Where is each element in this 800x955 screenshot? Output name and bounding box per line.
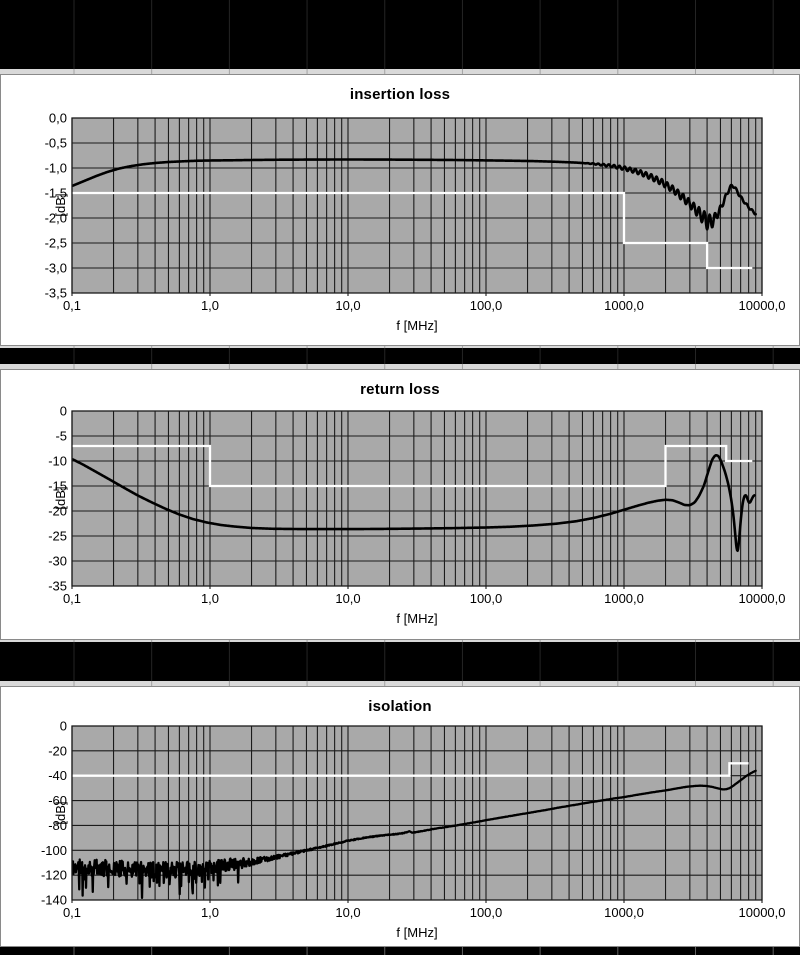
x-tick-label: 0,1 <box>63 591 81 606</box>
x-tick-label: 10000,0 <box>739 591 786 606</box>
isolation-panel: isolation [dB] 0,1 1,0 10,0 100,0 1000,0 1000… <box>0 686 800 947</box>
insertion-loss-panel: insertion loss [dB] 0,1 1,0 10,0 100,0 1000,… <box>0 74 800 346</box>
x-axis-label: f [MHz] <box>396 318 437 333</box>
x-axis-label: f [MHz] <box>396 611 437 626</box>
sheet-gap-1 <box>0 346 800 348</box>
y-tick-label: -25 <box>48 529 67 544</box>
sheet-row-strip-2 <box>0 364 800 369</box>
y-tick-label: 0 <box>60 719 67 734</box>
axis-labels: 0,1 1,0 10,0 100,0 1000,0 10000,0 0,0 -0,5 -1,0 -… <box>45 111 786 334</box>
limit-line <box>72 191 753 270</box>
middle-black-band-1 <box>0 348 800 364</box>
bottom-black-band <box>0 947 800 955</box>
y-tick-label: -2,0 <box>45 211 67 226</box>
y-tick-label: -10 <box>48 454 67 469</box>
y-tick-label: 0,0 <box>49 111 67 126</box>
isolation-title: isolation <box>368 698 432 715</box>
x-tick-label: 100,0 <box>470 591 503 606</box>
y-tick-label: -40 <box>48 768 67 783</box>
y-tick-label: -100 <box>41 843 67 858</box>
sheet-gap-2 <box>0 640 800 642</box>
y-tick-label: -3,0 <box>45 261 67 276</box>
middle-black-band-2 <box>0 642 800 681</box>
insertion-loss-title: insertion loss <box>349 86 451 103</box>
return-loss-chart: 0,1 1,0 10,0 100,0 1000,0 10000,0 0 -5 -10 -15 -20… <box>48 404 785 627</box>
x-tick-label: 1000,0 <box>604 905 644 920</box>
y-tick-label: -1,0 <box>45 161 67 176</box>
plot-area <box>72 411 762 586</box>
x-tick-label: 0,1 <box>63 905 81 920</box>
x-tick-label: 100,0 <box>470 905 503 920</box>
y-tick-label: -3,5 <box>45 286 67 301</box>
y-tick-label: -1,5 <box>45 186 67 201</box>
y-tick-label: -15 <box>48 479 67 494</box>
sheet-row-strip-3 <box>0 681 800 686</box>
return-loss-panel: return loss [dB] 0,1 1,0 10,0 100,0 1000,0 10… <box>0 369 800 640</box>
y-tick-label: -30 <box>48 554 67 569</box>
measurement-trace <box>72 158 757 231</box>
y-tick-label: -5 <box>55 429 67 444</box>
measurement-trace <box>72 769 757 900</box>
measurement-trace <box>72 454 756 553</box>
x-tick-label: 10000,0 <box>739 298 786 313</box>
y-tick-label: -140 <box>41 893 67 908</box>
y-tick-label: -60 <box>48 793 67 808</box>
x-axis-label: f [MHz] <box>396 925 437 940</box>
y-tick-label: -20 <box>48 743 67 758</box>
plot-area <box>72 118 762 293</box>
x-tick-label: 1000,0 <box>604 591 644 606</box>
x-tick-label: 0,1 <box>63 298 81 313</box>
return-loss-title: return loss <box>360 381 440 398</box>
plot-frame <box>71 410 763 587</box>
x-tick-label: 1,0 <box>201 905 219 920</box>
top-black-band <box>0 0 800 69</box>
insertion-loss-chart: 0,1 1,0 10,0 100,0 1000,0 10000,0 0,0 -0,5 -1,0 -… <box>45 111 786 334</box>
y-tick-label: 0 <box>60 404 67 419</box>
axis-labels: 0,1 1,0 10,0 100,0 1000,0 10000,0 0 -20 -40 -60 -8… <box>41 719 786 941</box>
y-tick-label: -35 <box>48 579 67 594</box>
plot-frame <box>71 117 763 294</box>
x-tick-label: 10000,0 <box>739 905 786 920</box>
y-tick-label: -80 <box>48 818 67 833</box>
x-tick-label: 1,0 <box>201 591 219 606</box>
x-tick-label: 10,0 <box>335 591 360 606</box>
x-tick-label: 10,0 <box>335 905 360 920</box>
axis-labels: 0,1 1,0 10,0 100,0 1000,0 10000,0 0 -5 -10 -15 -20… <box>48 404 785 627</box>
x-tick-label: 1000,0 <box>604 298 644 313</box>
x-tick-label: 100,0 <box>470 298 503 313</box>
y-tick-label: -20 <box>48 504 67 519</box>
limit-line <box>72 444 753 488</box>
plot-frame <box>71 725 763 901</box>
isolation-chart: 0,1 1,0 10,0 100,0 1000,0 10000,0 0 -20 -40 -60 -8… <box>41 719 786 941</box>
y-tick-label: -0,5 <box>45 136 67 151</box>
limit-line <box>72 762 749 777</box>
y-tick-label: -2,5 <box>45 236 67 251</box>
x-tick-label: 10,0 <box>335 298 360 313</box>
y-tick-label: -120 <box>41 868 67 883</box>
sheet-row-strip-1 <box>0 69 800 74</box>
x-tick-label: 1,0 <box>201 298 219 313</box>
